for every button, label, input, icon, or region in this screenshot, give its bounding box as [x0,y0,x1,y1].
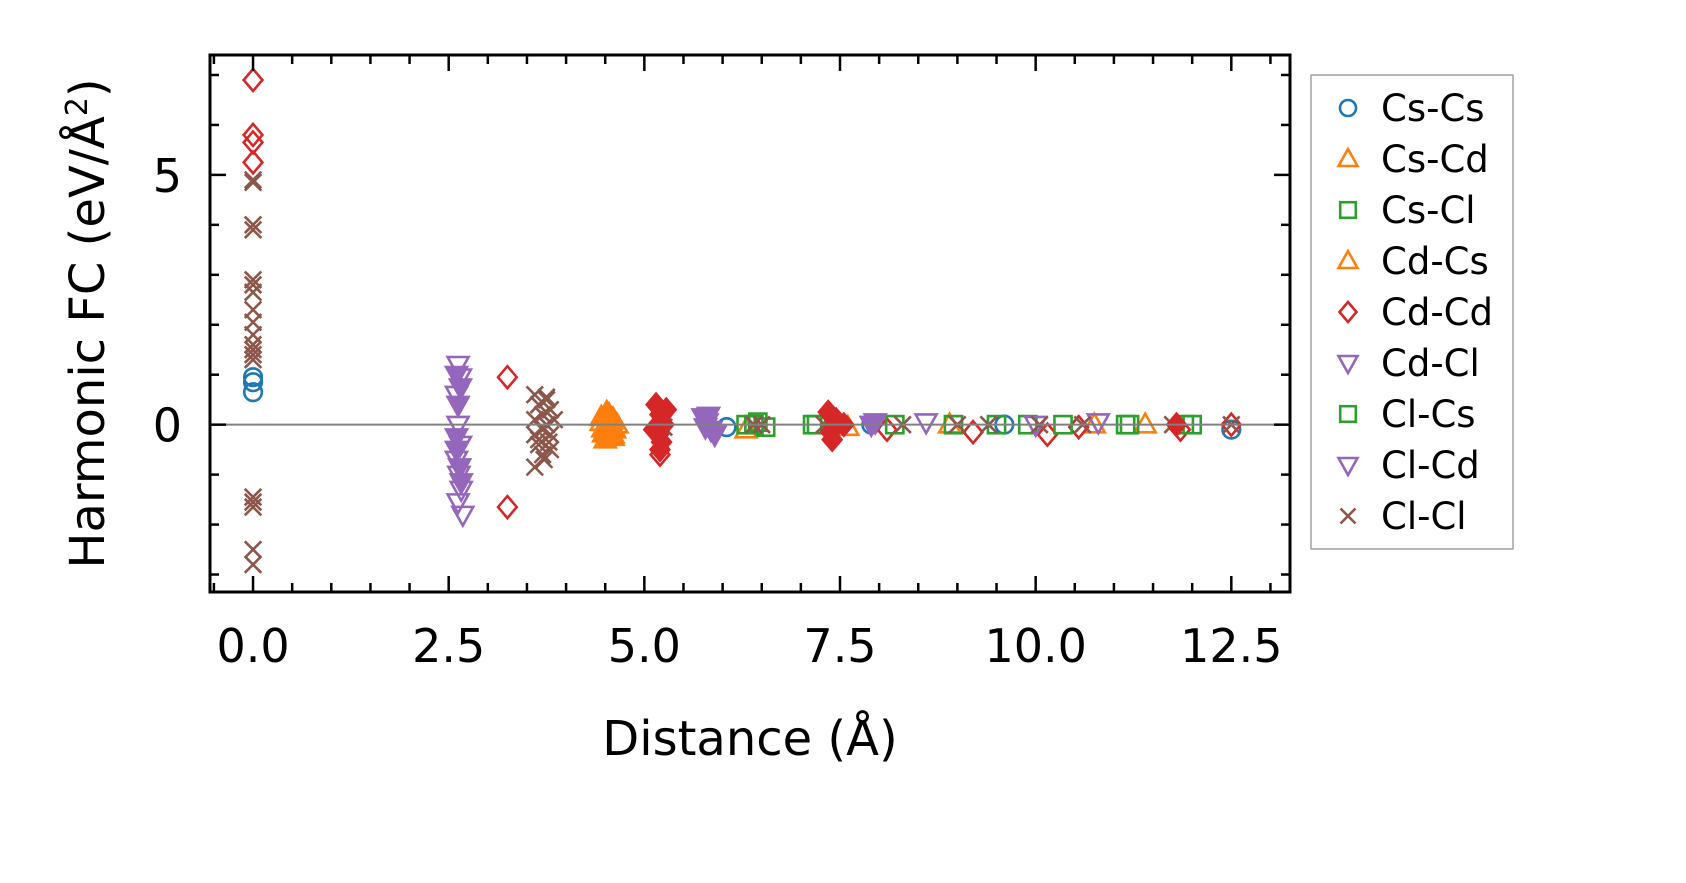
data-point-cl-cd-1 [447,378,474,401]
data-point-cl-cl-12 [243,345,263,364]
data-point-cs-cs-2 [242,382,264,403]
legend-marker-cd-cl [1336,354,1360,376]
legend-marker-cs-cd [1336,146,1360,168]
y-axis-title-close: ) [60,78,116,97]
data-point-cl-cl-36 [535,450,554,469]
data-point-cl-cl-0 [243,170,263,190]
data-point-cl-cd-0 [443,365,470,389]
x-tick-label: 5.0 [608,619,681,673]
plot-marks [241,66,1243,574]
data-point-cl-cl-17 [243,540,263,559]
data-point-cs-cd-8 [1081,410,1108,434]
y-tick-label: 0 [153,399,182,453]
data-point-cl-cd-2 [445,395,471,419]
data-point-cl-cl-2 [243,215,263,235]
data-point-cl-cl-37 [539,432,559,452]
data-point-cl-cl-27 [537,390,556,409]
data-point-cs-cs-6 [1221,419,1242,440]
data-point-cl-cd-4 [446,458,473,481]
legend-entry-cd-cl: Cd-Cl [1336,342,1480,385]
x-axis-title: Distance (Å) [602,710,897,767]
x-tick-label: 2.5 [412,619,485,673]
legend-label: Cs-Cd [1381,138,1489,181]
legend-marker-cs-cs [1338,98,1358,118]
legend-entry-cd-cs: Cd-Cs [1336,240,1489,283]
legend-label: Cl-Cs [1381,393,1476,436]
data-point-extra-6 [655,396,678,423]
legend-entry-cs-cl: Cs-Cl [1338,189,1476,232]
legend-marker-cd-cd [1337,299,1359,325]
data-point-cl-cl-32 [541,440,560,459]
plot-frame [208,53,1292,594]
data-point-cl-cl-6 [243,283,263,302]
legend-marker-cl-cd [1336,456,1360,478]
axis-ticks [210,55,1290,592]
data-point-cl-cl-5 [243,275,263,294]
legend-label: Cs-Cl [1381,189,1476,232]
data-point-cd-cd-5 [496,494,519,521]
data-point-cl-cl-18 [243,555,263,574]
legend-label: Cd-Cd [1381,291,1493,334]
data-point-cd-cd-3 [241,149,265,176]
x-tick-label: 7.5 [803,619,876,673]
y-axis-title-main: Harmonic FC (eV/Å [59,116,116,569]
data-point-cl-cl-26 [525,457,544,477]
data-point-cl-cl-35 [525,425,544,444]
data-point-cd-cd-8 [875,416,899,443]
legend-label: Cd-Cs [1381,240,1489,283]
data-point-cd-cd-1 [241,121,265,148]
legend-label: Cd-Cl [1381,342,1480,385]
data-point-cl-cl-13 [243,350,263,369]
legend-marker-cd-cs [1336,248,1360,270]
legend-marker-cs-cl [1338,200,1358,220]
y-axis-title: Harmonic FC (eV/Å2) [59,78,116,568]
legend-entry-cs-cs: Cs-Cs [1338,87,1485,130]
data-point-cl-cl-16 [243,497,263,517]
data-point-cl-cl-28 [541,400,560,419]
legend: Cs-Cs Cs-Cd Cs-Cl Cd-Cs Cd-Cd Cd-Cl Cl-Cs Cl-Cd… [1310,74,1514,550]
legend-entry-cl-cl: Cl-Cl [1339,495,1467,538]
x-tick-label: 12.5 [1180,619,1282,673]
series-cl-cl [243,170,1241,574]
data-point-cd-cs-10 [594,398,620,422]
data-point-cd-cd-4 [496,364,519,391]
data-point-cd-cd-2 [241,129,265,156]
data-point-cd-cl-9 [450,505,476,529]
legend-entry-cd-cd: Cd-Cd [1337,291,1493,334]
x-tick-label: 10.0 [984,619,1086,673]
data-point-cd-cl-8 [445,493,471,516]
data-point-cs-cd-9 [1132,410,1158,434]
legend-marker-cl-cs [1338,404,1358,424]
data-point-cd-cs-11 [590,414,616,438]
data-point-cl-cd-11 [695,406,722,430]
axis-tick-labels: 0.0 2.5 5.0 7.5 10.0 12.5 0 5 [153,149,1283,673]
data-point-cl-cd-5 [448,473,474,496]
legend-label: Cl-Cl [1381,495,1467,538]
data-point-cd-cd-13 [1220,411,1243,438]
y-axis-title-superscript: 2 [60,97,95,116]
legend-entry-cl-cs: Cl-Cs [1338,393,1476,436]
legend-entry-cl-cd: Cl-Cd [1336,444,1480,487]
data-point-extra-5 [648,436,672,463]
y-tick-label: 5 [153,149,182,203]
legend-label: Cl-Cd [1381,444,1480,487]
legend-entry-cs-cd: Cs-Cd [1336,138,1489,181]
data-point-cl-cl-33 [537,388,556,407]
data-point-cd-cd-0 [241,66,265,93]
data-point-cl-cd-6 [443,428,470,451]
x-tick-label: 0.0 [216,619,289,673]
series-cd-cd [241,66,1243,521]
data-point-cd-cd-9 [961,419,985,446]
legend-marker-cl-cl [1339,507,1357,525]
data-point-cl-cl-15 [243,492,263,512]
data-point-cs-cs-0 [242,367,264,388]
data-point-cl-cl-3 [243,220,263,240]
legend-label: Cs-Cs [1381,87,1485,130]
data-point-cl-cl-1 [243,173,263,192]
data-point-cs-cs-1 [242,372,264,393]
